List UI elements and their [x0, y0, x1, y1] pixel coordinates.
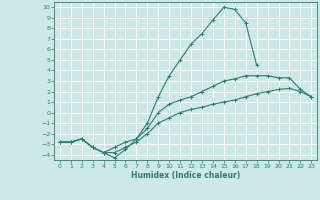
X-axis label: Humidex (Indice chaleur): Humidex (Indice chaleur): [131, 171, 240, 180]
